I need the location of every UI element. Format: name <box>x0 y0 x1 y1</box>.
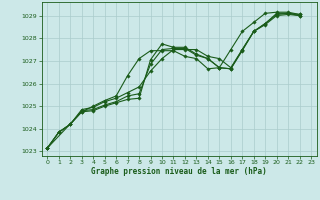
X-axis label: Graphe pression niveau de la mer (hPa): Graphe pression niveau de la mer (hPa) <box>91 167 267 176</box>
